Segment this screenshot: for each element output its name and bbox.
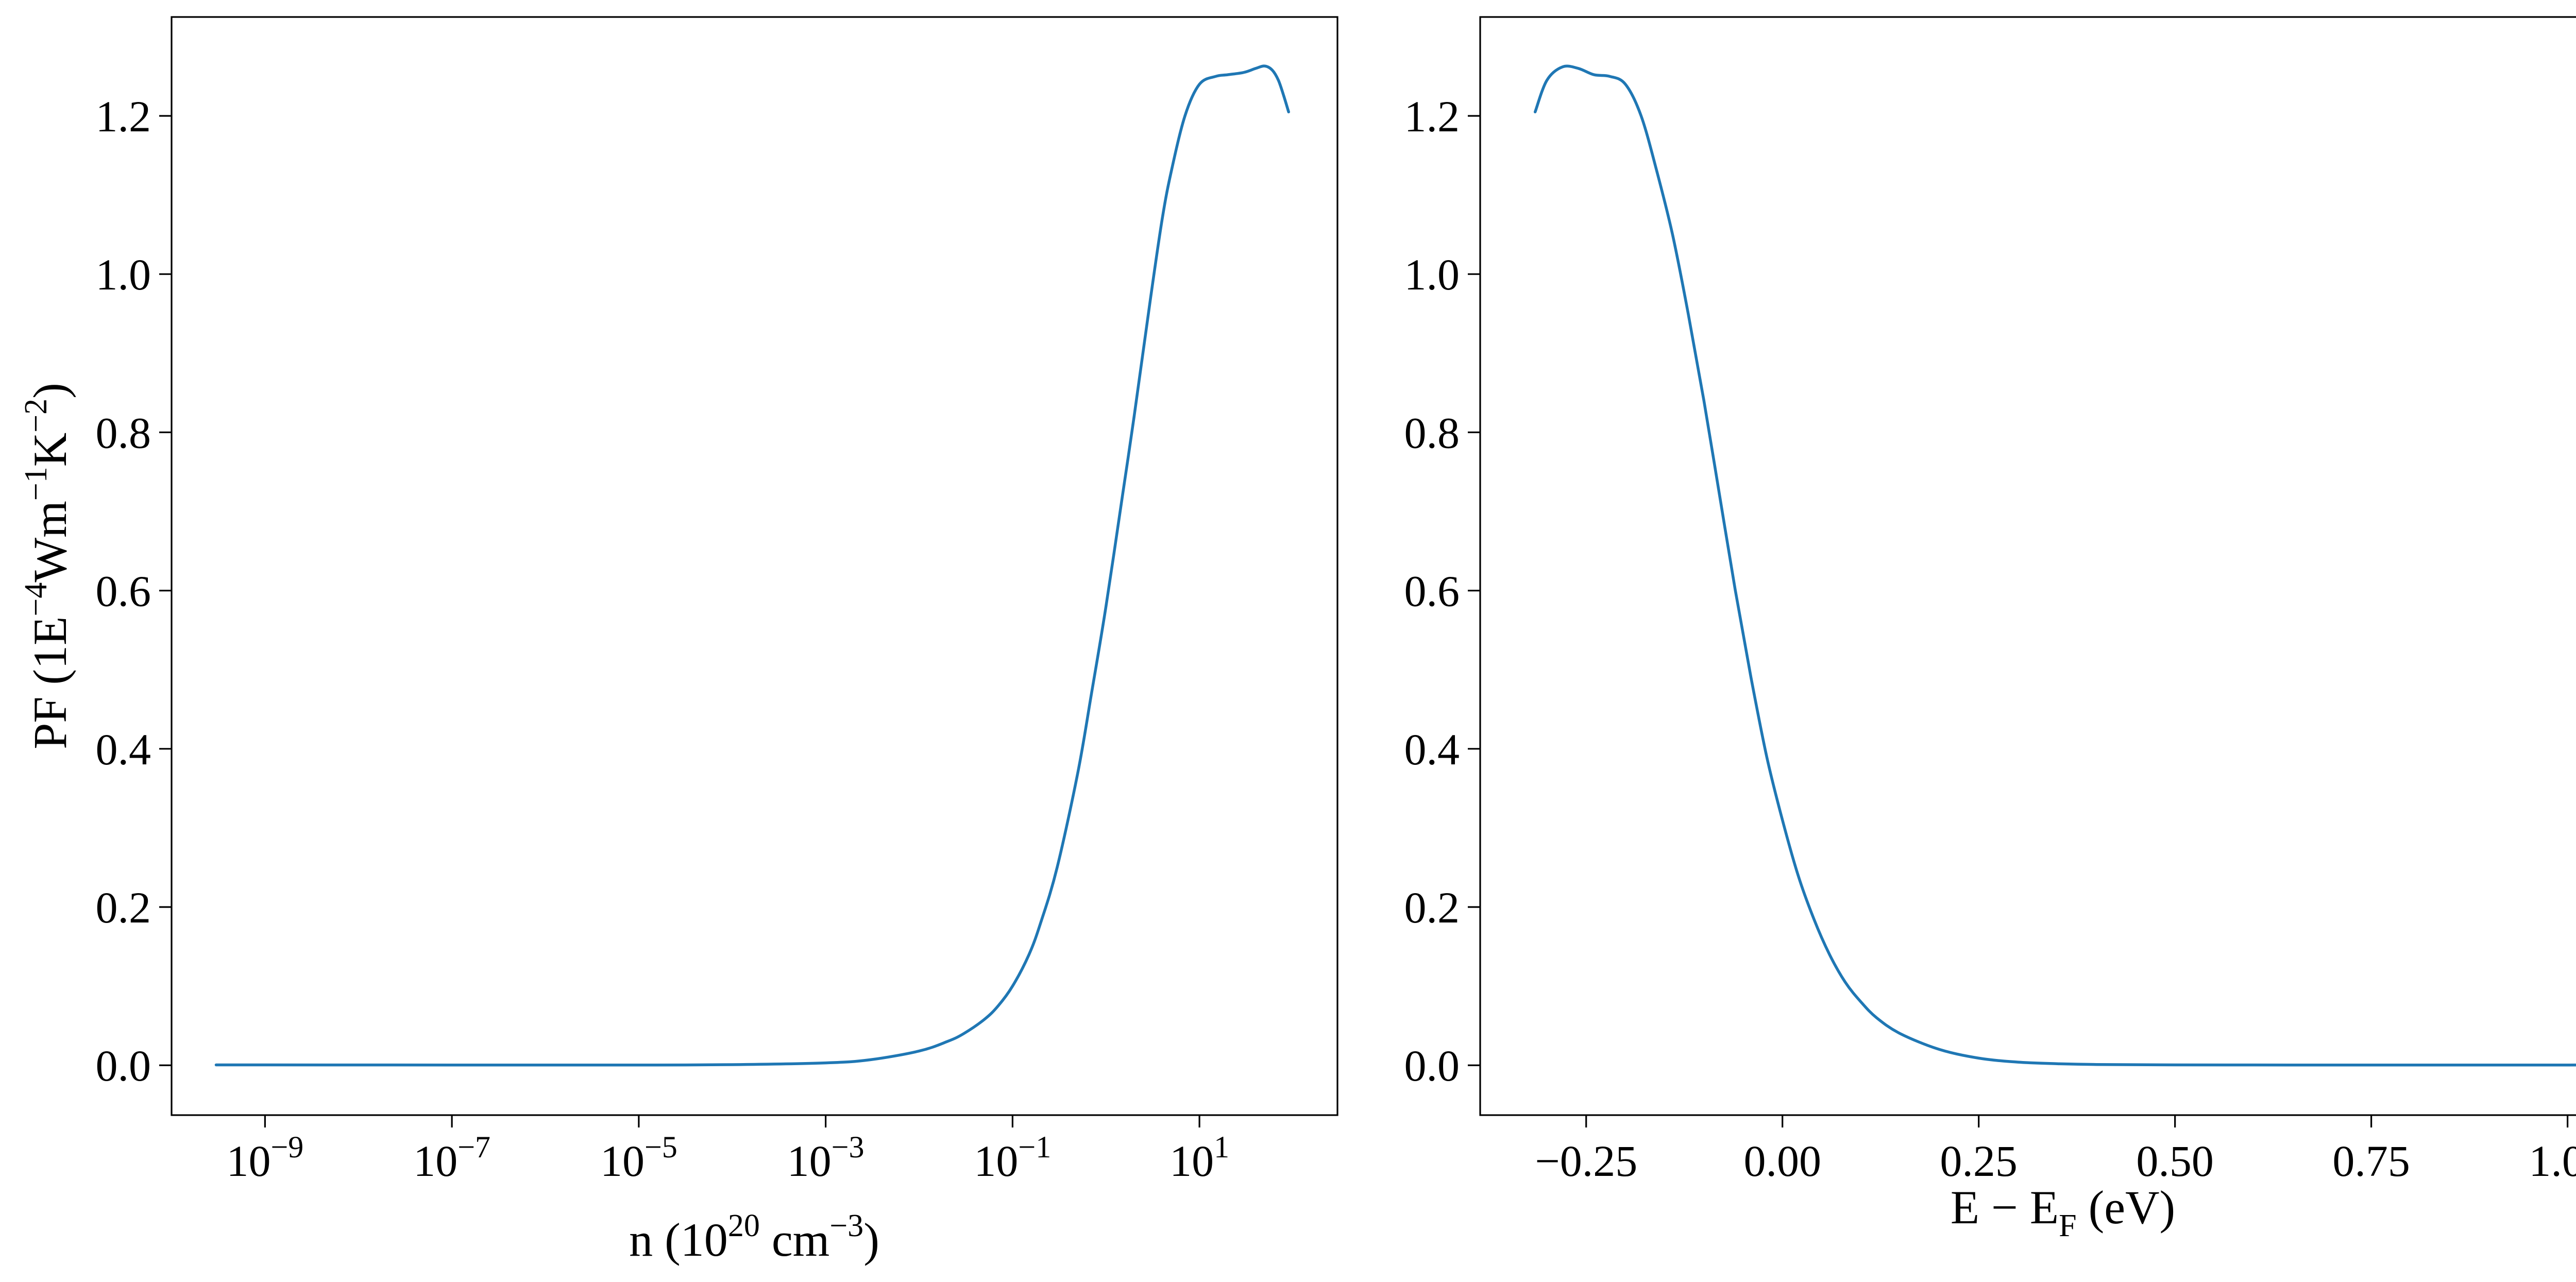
right-x-tick-label-2: 0.25 (1940, 1136, 2018, 1186)
right-x-axis-label: E − EF (eV) (1951, 1181, 2175, 1243)
left-y-tick-label-3: 0.6 (96, 567, 151, 616)
right-y-tick-label-5: 1.0 (1404, 250, 1460, 299)
right-chart-panel: −0.25 0.00 0.25 0.50 0.75 1.00 0.0 0.2 0.4 0.6 0.… (1404, 16, 2576, 1243)
right-x-tick-label-1: 0.00 (1743, 1136, 1821, 1186)
right-x-tick-label-3: 0.50 (2136, 1136, 2214, 1186)
left-y-tick-label-1: 0.2 (96, 883, 151, 932)
left-y-tick-label-4: 0.8 (96, 408, 151, 457)
left-chart-panel: 10−9 10−7 10−5 10−3 10−1 101 0.0 0.2 0.4 0.6 0.8 1… (19, 16, 1338, 1266)
right-x-tick-label-4: 0.75 (2332, 1136, 2410, 1186)
right-x-tick-label-5: 1.00 (2529, 1136, 2576, 1186)
left-y-tick-label-2: 0.4 (96, 725, 151, 774)
right-y-tick-label-3: 0.6 (1404, 567, 1460, 616)
right-series-line-0 (1533, 64, 2576, 1067)
left-series-line-0 (214, 64, 1290, 1067)
left-y-tick-label-6: 1.2 (96, 92, 151, 141)
right-y-tick-label-6: 1.2 (1404, 92, 1460, 141)
right-x-tick-label-0: −0.25 (1535, 1136, 1637, 1186)
right-y-tick-label-2: 0.4 (1404, 725, 1460, 774)
left-x-tick-label-2: 10−5 (600, 1130, 677, 1186)
left-plot-frame (171, 16, 1338, 1116)
left-y-tick-label-0: 0.0 (96, 1041, 151, 1090)
left-x-tick-label-3: 10−3 (787, 1130, 865, 1186)
right-y-tick-label-4: 0.8 (1404, 408, 1460, 457)
left-x-tick-label-0: 10−9 (226, 1130, 303, 1186)
right-y-tick-label-1: 0.2 (1404, 883, 1460, 932)
left-x-tick-label-5: 101 (1170, 1130, 1229, 1186)
left-y-tick-label-5: 1.0 (96, 250, 151, 299)
left-y-axis-label: PF (1E−4Wm−1K−2) (19, 383, 76, 749)
left-x-axis-label: n (1020 cm−3) (629, 1208, 879, 1266)
left-x-tick-label-1: 10−7 (413, 1130, 490, 1186)
left-x-tick-label-4: 10−1 (974, 1130, 1051, 1186)
right-y-tick-label-0: 0.0 (1404, 1041, 1460, 1090)
right-plot-frame (1479, 16, 2576, 1116)
